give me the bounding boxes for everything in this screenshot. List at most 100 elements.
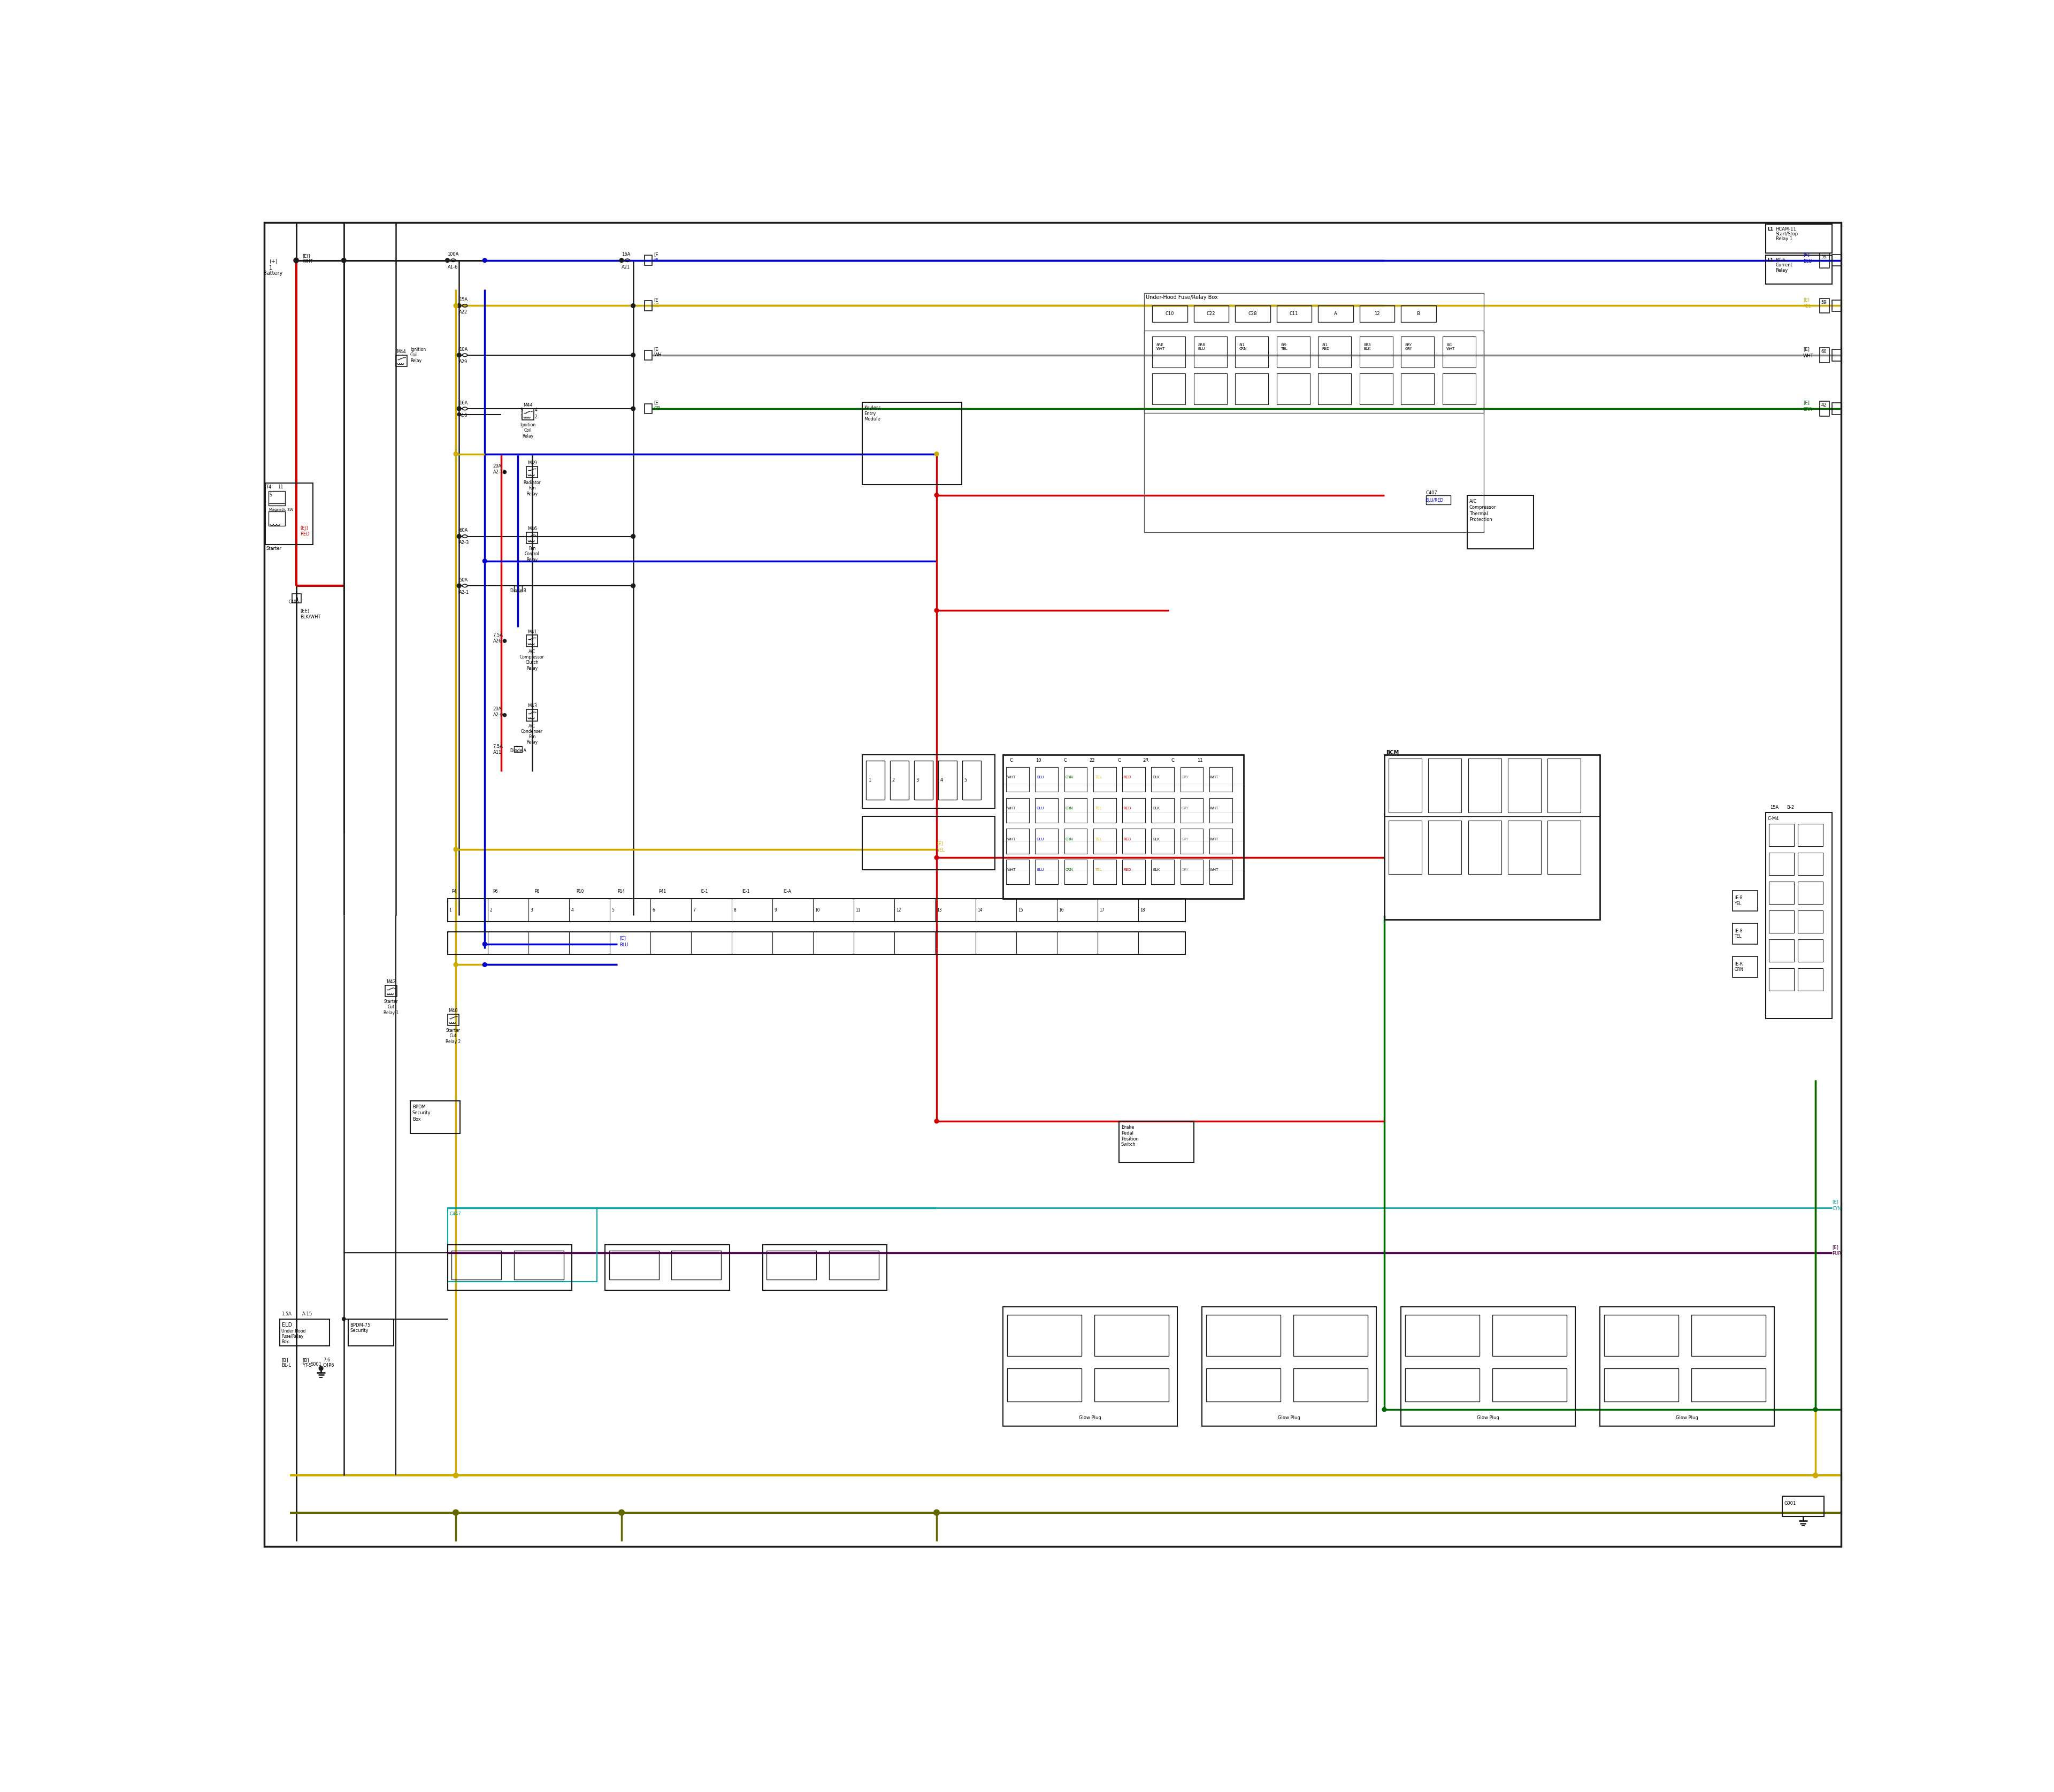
Text: 7.5A: 7.5A [493, 633, 503, 638]
Text: 1: 1 [296, 599, 298, 602]
Circle shape [458, 412, 460, 416]
Circle shape [935, 1120, 939, 1124]
Text: WHT: WHT [1210, 776, 1218, 780]
Bar [526, 710, 538, 720]
Text: BPDM-75: BPDM-75 [349, 1322, 370, 1328]
Bar [1442, 337, 1475, 367]
Circle shape [341, 258, 345, 262]
Bar [1210, 797, 1232, 823]
Text: Glow Plug: Glow Plug [1078, 1416, 1101, 1421]
Bar [1600, 1306, 1775, 1426]
Text: A2-0: A2-0 [493, 713, 503, 717]
Text: [B]: [B] [302, 1358, 308, 1362]
Text: P14: P14 [618, 889, 624, 894]
Bar [1442, 373, 1475, 405]
Bar [1093, 828, 1115, 853]
Text: Battery: Battery [263, 271, 281, 276]
Text: 7.6: 7.6 [322, 1358, 331, 1362]
Text: 8R8
BLU: 8R8 BLU [1197, 344, 1206, 349]
Bar [1319, 373, 1352, 405]
Text: 22: 22 [1089, 758, 1095, 763]
Text: Under Hood: Under Hood [281, 1330, 306, 1333]
Bar [645, 403, 653, 414]
Text: A21: A21 [622, 265, 631, 269]
Text: [E: [E [653, 400, 659, 405]
Bar [1093, 860, 1115, 885]
Text: 10: 10 [1035, 758, 1041, 763]
Bar [1360, 373, 1393, 405]
Text: (+): (+) [269, 258, 277, 263]
Bar [1095, 1315, 1169, 1357]
Bar [766, 1251, 815, 1279]
Text: A-15: A-15 [302, 1312, 312, 1317]
Bar [396, 355, 407, 367]
Bar [1064, 797, 1087, 823]
Bar [889, 762, 908, 799]
Text: Relay: Relay [1775, 267, 1789, 272]
Text: Security: Security [413, 1111, 431, 1115]
Text: M44: M44 [524, 403, 532, 409]
Bar [1820, 348, 1830, 362]
Text: IE-1: IE-1 [741, 889, 750, 894]
Bar [1095, 1369, 1169, 1401]
Text: 8RY
GRY: 8RY GRY [1405, 344, 1413, 349]
Bar [610, 1251, 659, 1279]
Text: [E]: [E] [620, 935, 626, 941]
Text: P41: P41 [659, 889, 665, 894]
Bar [1428, 758, 1460, 812]
Bar [1276, 306, 1313, 323]
Text: A/C
Compressor
Clutch
Relay: A/C Compressor Clutch Relay [520, 649, 544, 670]
Text: 8: 8 [733, 909, 735, 912]
Text: 60A: 60A [458, 529, 468, 532]
Text: 20A: 20A [493, 706, 501, 711]
Bar [1401, 1306, 1575, 1426]
Bar [606, 1245, 729, 1290]
Text: A2-1: A2-1 [458, 590, 470, 595]
Text: A: A [1333, 312, 1337, 317]
Bar [1768, 939, 1793, 962]
Bar [1144, 294, 1483, 532]
Text: Glow Plug: Glow Plug [1676, 1416, 1699, 1421]
Text: [E]: [E] [1803, 297, 1810, 303]
Circle shape [618, 1509, 624, 1516]
Text: M49: M49 [528, 461, 536, 466]
Text: Entry: Entry [865, 410, 875, 416]
Text: GRY: GRY [1181, 776, 1189, 780]
Text: 5: 5 [612, 909, 614, 912]
Bar [1820, 253, 1830, 267]
Text: Radiator
Fan
Relay: Radiator Fan Relay [524, 480, 540, 496]
Text: Fuse/Relay: Fuse/Relay [281, 1335, 304, 1339]
Bar [1491, 1369, 1567, 1401]
Text: 15A: 15A [458, 297, 468, 303]
Text: YEL: YEL [1803, 305, 1812, 308]
Bar [1193, 306, 1228, 323]
Text: RED: RED [1124, 869, 1132, 871]
Circle shape [631, 407, 635, 410]
Text: 4: 4 [534, 407, 536, 412]
Bar [1181, 828, 1204, 853]
Bar [1832, 349, 1840, 360]
Text: TEL: TEL [1095, 776, 1101, 780]
Text: 59: 59 [1822, 299, 1826, 305]
Text: Ignition
Coil
Relay: Ignition Coil Relay [520, 423, 536, 439]
Text: GRN: GRN [1803, 407, 1814, 412]
Text: WHT: WHT [1006, 837, 1015, 840]
Bar [1193, 337, 1226, 367]
Text: Under-Hood Fuse/Relay Box: Under-Hood Fuse/Relay Box [1146, 294, 1218, 299]
Circle shape [631, 303, 635, 308]
Text: BL-L: BL-L [281, 1364, 292, 1367]
Bar [269, 491, 286, 505]
Text: 11: 11 [277, 484, 283, 489]
Bar [1508, 758, 1540, 812]
Text: 8I9
TEL: 8I9 TEL [1282, 344, 1288, 349]
Text: C: C [1117, 758, 1121, 763]
Text: RED: RED [1124, 776, 1132, 780]
Bar [1210, 767, 1232, 792]
Text: Start/Stop: Start/Stop [1775, 231, 1797, 237]
Text: 11: 11 [1197, 758, 1204, 763]
Bar [914, 762, 933, 799]
Bar [1783, 1496, 1824, 1516]
Text: BPDM: BPDM [413, 1104, 425, 1109]
Bar [1035, 828, 1058, 853]
Text: Position: Position [1121, 1136, 1138, 1142]
